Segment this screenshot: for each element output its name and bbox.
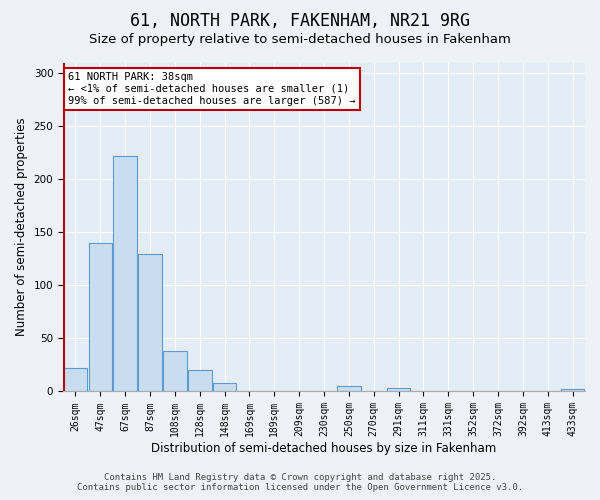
Bar bbox=[113, 156, 137, 392]
Bar bbox=[89, 243, 112, 392]
Text: 61, NORTH PARK, FAKENHAM, NR21 9RG: 61, NORTH PARK, FAKENHAM, NR21 9RG bbox=[130, 12, 470, 30]
Bar bbox=[337, 386, 361, 392]
X-axis label: Distribution of semi-detached houses by size in Fakenham: Distribution of semi-detached houses by … bbox=[151, 442, 497, 455]
Bar bbox=[213, 383, 236, 392]
Text: Size of property relative to semi-detached houses in Fakenham: Size of property relative to semi-detach… bbox=[89, 32, 511, 46]
Bar bbox=[64, 368, 87, 392]
Bar bbox=[138, 254, 162, 392]
Text: Contains HM Land Registry data © Crown copyright and database right 2025.
Contai: Contains HM Land Registry data © Crown c… bbox=[77, 473, 523, 492]
Y-axis label: Number of semi-detached properties: Number of semi-detached properties bbox=[15, 118, 28, 336]
Bar bbox=[163, 351, 187, 392]
Bar bbox=[188, 370, 212, 392]
Text: 61 NORTH PARK: 38sqm
← <1% of semi-detached houses are smaller (1)
99% of semi-d: 61 NORTH PARK: 38sqm ← <1% of semi-detac… bbox=[68, 72, 356, 106]
Bar bbox=[561, 390, 584, 392]
Bar bbox=[387, 388, 410, 392]
